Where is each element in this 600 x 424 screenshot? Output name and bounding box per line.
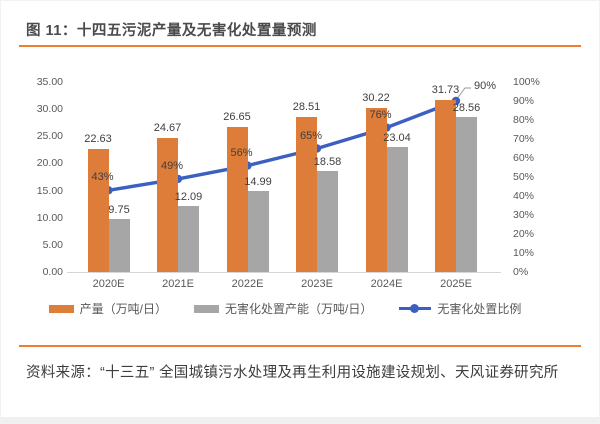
production-value-label: 30.22 [362,91,390,104]
production-bar [226,127,248,272]
production-bar [87,149,109,272]
chart-legend: 产量（万吨/日） 无害化处置产能（万吨/日） 无害化处置比例 [31,300,539,317]
figure-title: 图 11：十四五污泥产量及无害化处置量预测 [26,23,317,39]
ratio-label: 49% [160,159,184,172]
legend-line-dot-icon [410,303,420,313]
legend-label: 无害化处置产能（万吨/日） [224,302,373,316]
left-axis-tick: 15.00 [36,184,63,197]
x-axis-label: 2023E [301,278,333,290]
left-axis-tick: 30.00 [36,103,63,116]
right-axis-tick: 90% [513,95,535,107]
x-axis-label: 2024E [370,278,403,290]
production-value-label: 24.67 [153,122,182,135]
x-axis-label: 2020E [92,278,125,290]
production-value-label: 26.65 [223,111,251,124]
footer-divider [19,345,581,347]
x-axis-line [67,272,501,273]
production-bar [157,138,178,272]
source-note: 资料来源：“十三五” 全国城镇污水处理及再生利用设施建设规划、天风证券研究所 [26,365,559,381]
production-value-label: 28.51 [292,101,321,114]
right-axis-tick: 100% [513,76,540,88]
right-axis-tick: 30% [513,209,535,221]
right-axis-tick: 60% [513,152,535,164]
combo-chart: 35.00 30.00 25.00 20.00 15.00 10.00 5.00 0.00 10… [1,1,599,341]
capacity-value-label: 18.58 [313,156,342,169]
capacity-bar [178,206,199,272]
production-bar [435,99,456,272]
right-axis-tick: 10% [513,247,535,259]
legend-bar-swatch-icon [193,304,219,313]
legend-label: 无害化处置比例 [437,302,522,316]
capacity-value-label: 14.99 [244,175,272,188]
ratio-label: 56% [230,146,253,159]
capacity-bar [108,219,130,272]
left-axis-tick: 25.00 [36,130,63,143]
right-axis-tick: 20% [513,228,535,240]
capacity-bar [247,190,269,272]
production-bar [365,107,387,272]
left-axis-tick: 5.00 [42,238,63,251]
right-axis-tick: 70% [513,133,535,145]
left-axis-tick: 20.00 [36,157,63,170]
left-axis-tick: 35.00 [36,76,63,88]
title-underline [19,45,581,47]
capacity-value-label: 12.09 [174,191,203,204]
legend-line-swatch-icon [399,303,432,313]
production-value-label: 31.73 [431,83,460,96]
legend-bar-swatch-icon [48,304,74,313]
capacity-value-label: 23.04 [383,131,411,144]
ratio-label: 76% [369,108,392,121]
bottom-border [1,417,599,423]
x-axis-label: 2021E [162,278,194,290]
capacity-bar [317,171,338,272]
right-axis-tick: 0% [513,266,529,278]
capacity-value-label: 28.56 [452,101,481,114]
x-axis-label: 2025E [440,278,472,290]
right-axis-tick: 50% [513,171,535,183]
capacity-bar [456,116,477,272]
ratio-label: 43% [91,171,114,184]
x-axis-label: 2022E [231,278,264,290]
capacity-bar [386,146,408,272]
ratio-label-callout: 90% [474,80,497,92]
ratio-label: 65% [299,129,323,142]
legend-label: 产量（万吨/日） [79,302,167,316]
right-axis-tick: 40% [513,190,535,202]
production-value-label: 22.63 [84,133,112,146]
left-axis-tick: 10.00 [36,211,63,224]
legend-item: 无害化处置比例 [399,300,521,317]
capacity-value-label: 9.75 [108,204,130,217]
production-bar [296,117,317,272]
legend-item: 无害化处置产能（万吨/日） [193,300,373,317]
left-axis-tick: 0.00 [42,266,63,278]
right-axis-tick: 80% [513,114,535,126]
legend-item: 产量（万吨/日） [48,300,167,317]
